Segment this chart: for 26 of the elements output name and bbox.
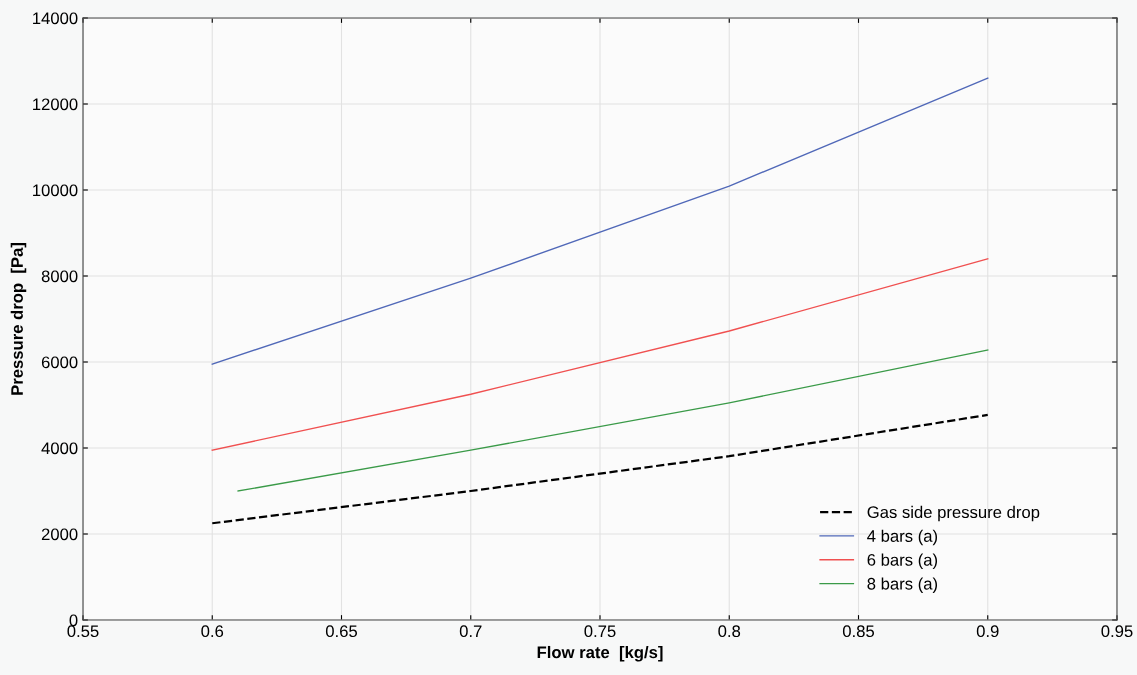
- line-series: [211, 258, 989, 451]
- line-series: [237, 349, 989, 492]
- x-tick-label: 0.7: [459, 625, 482, 638]
- x-tick-label: 0.65: [325, 625, 358, 638]
- x-tick-label: 0.9: [976, 625, 999, 638]
- x-axis-title: Flow rate [kg/s]: [537, 645, 663, 662]
- y-tick-label: 0: [69, 614, 78, 627]
- y-tick-label: 4000: [41, 442, 78, 455]
- line-series: [211, 77, 989, 365]
- legend-label: 8 bars (a): [867, 577, 938, 593]
- x-tick-label: 0.6: [201, 625, 224, 638]
- legend-label: 6 bars (a): [867, 553, 938, 570]
- legend-label: 4 bars (a): [867, 529, 938, 546]
- y-axis-title: Pressure drop [Pa]: [10, 243, 27, 395]
- x-tick-label: 0.85: [842, 625, 875, 638]
- y-tick-label: 14000: [33, 12, 78, 25]
- y-tick-label: 2000: [41, 528, 78, 541]
- y-tick-label: 12000: [33, 98, 78, 111]
- x-tick-label: 0.8: [718, 625, 741, 638]
- y-tick-label: 10000: [33, 184, 78, 197]
- x-tick-label: 0.75: [584, 625, 616, 638]
- y-tick-label: 8000: [41, 270, 78, 283]
- legend-label: Gas side pressure drop: [867, 505, 1040, 522]
- x-tick-label: 0.55: [67, 625, 99, 638]
- x-tick-label: 0.95: [1101, 625, 1133, 638]
- y-tick-label: 6000: [41, 356, 78, 369]
